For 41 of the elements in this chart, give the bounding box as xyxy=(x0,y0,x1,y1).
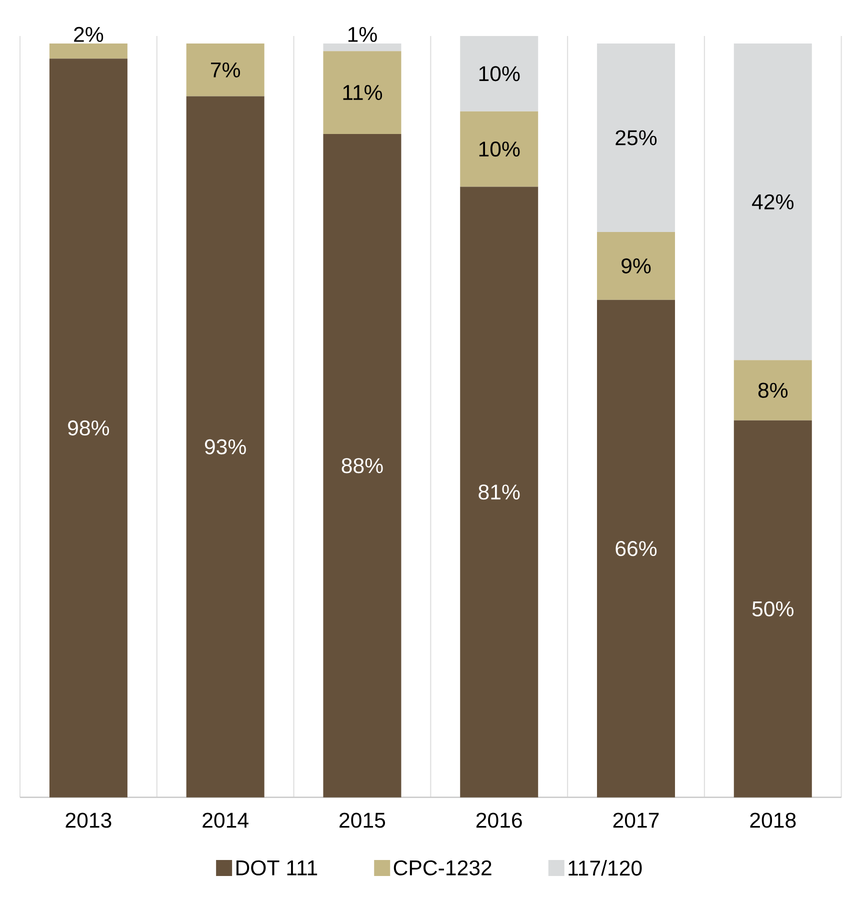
bar xyxy=(323,51,402,134)
data-label: 9% xyxy=(622,258,651,274)
data-label: 98% xyxy=(68,420,110,436)
bar xyxy=(460,186,538,798)
bar xyxy=(49,44,128,59)
bar xyxy=(596,232,675,300)
legend-label: 117/120 xyxy=(568,860,642,876)
data-label: 88% xyxy=(342,458,383,474)
bar xyxy=(186,96,264,798)
bar xyxy=(186,44,264,96)
data-label: 7% xyxy=(211,62,240,78)
data-label: 10% xyxy=(479,66,520,82)
bar xyxy=(734,420,812,798)
bar xyxy=(49,58,128,798)
bar xyxy=(596,300,675,798)
data-label: 42% xyxy=(752,194,794,210)
bar xyxy=(460,36,538,112)
data-label: 66% xyxy=(616,541,657,556)
data-label: 10% xyxy=(479,142,520,157)
x-tick-label: 2015 xyxy=(340,812,386,828)
data-label: 25% xyxy=(616,130,657,146)
data-label: 1% xyxy=(348,27,377,42)
bar xyxy=(734,360,812,420)
bar xyxy=(460,111,538,187)
x-tick-label: 2014 xyxy=(202,812,248,828)
data-label: 93% xyxy=(204,439,246,454)
x-tick-label: 2016 xyxy=(476,812,522,828)
legend-label: DOT 111 xyxy=(236,860,318,876)
bar xyxy=(323,44,402,52)
x-tick-label: 2018 xyxy=(750,812,796,828)
x-tick-label: 2017 xyxy=(613,812,659,828)
bar xyxy=(596,44,675,232)
data-label: 2% xyxy=(74,26,104,42)
data-label: 11% xyxy=(343,85,382,100)
data-label: 8% xyxy=(758,382,788,398)
bar xyxy=(734,44,812,360)
bar xyxy=(323,134,402,798)
data-label: 50% xyxy=(752,601,794,616)
x-tick-label: 2013 xyxy=(66,812,112,828)
legend-label: CPC-1232 xyxy=(394,860,492,876)
data-label: 81% xyxy=(478,484,520,500)
